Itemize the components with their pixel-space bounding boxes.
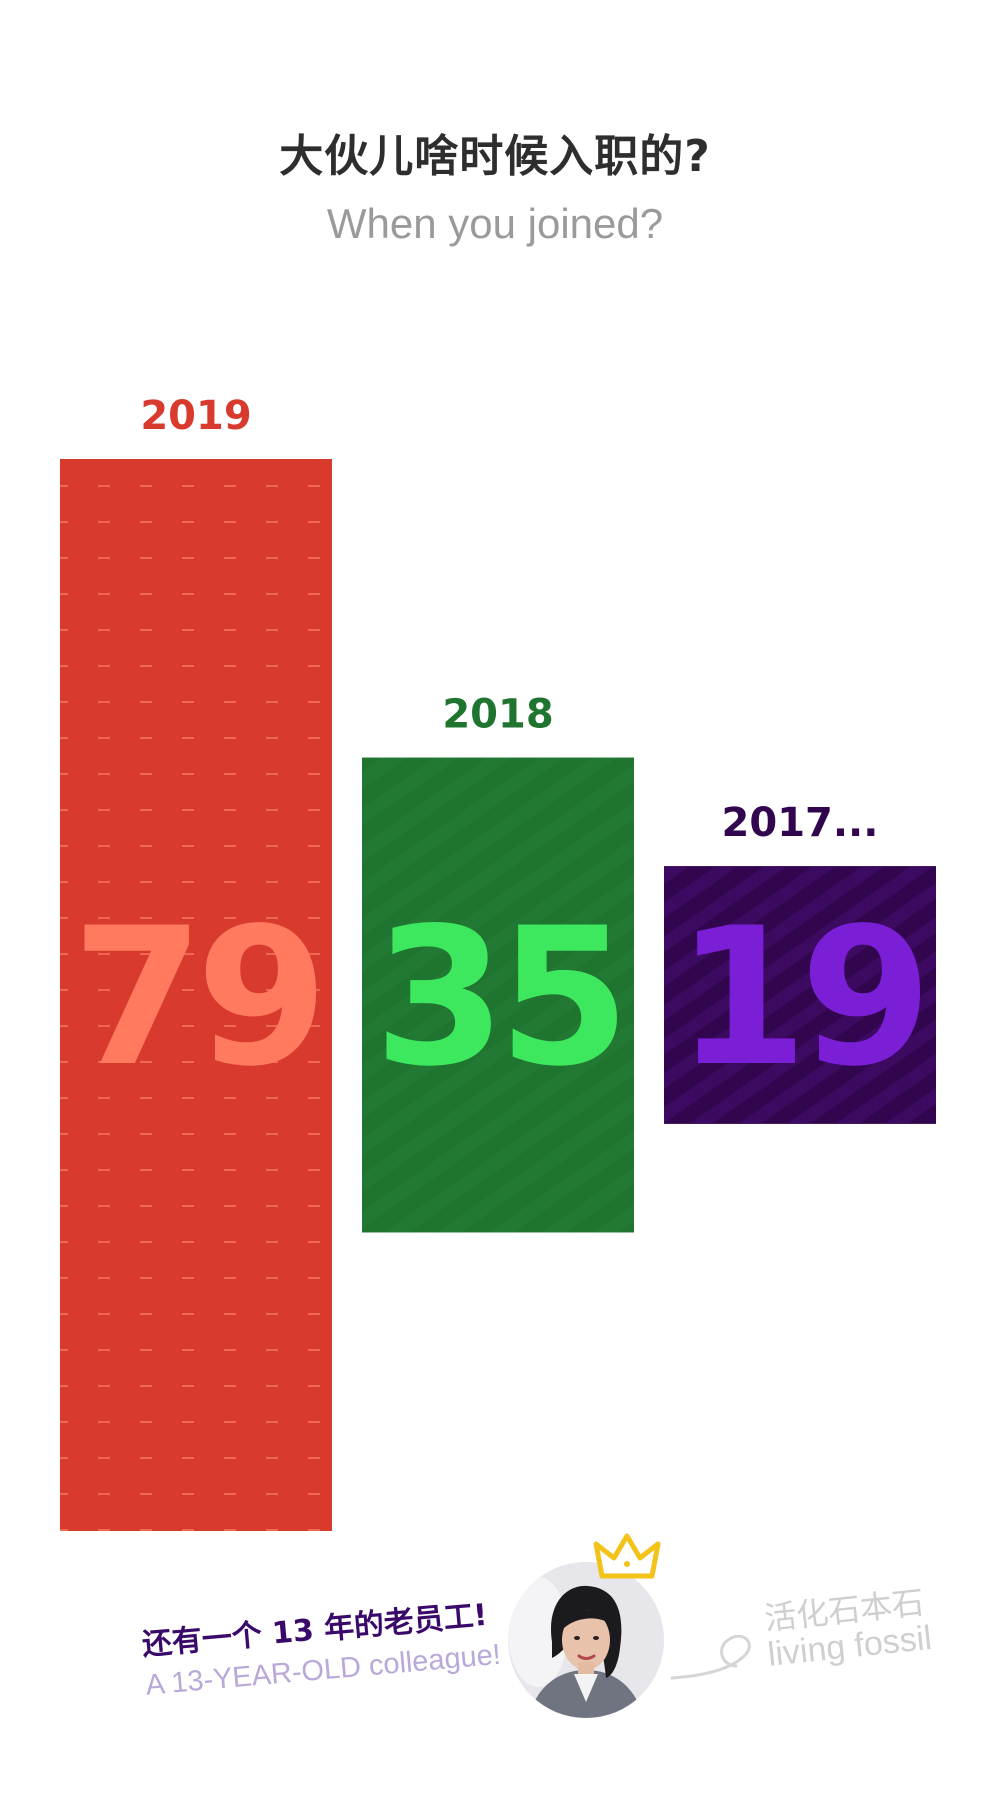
fossil-swirl-icon [670, 1634, 751, 1680]
category-label: 2018 [442, 692, 553, 738]
crown-icon [593, 1533, 661, 1579]
value-label: 35 [374, 887, 622, 1108]
category-label: 2019 [140, 393, 251, 439]
value-label: 79 [72, 887, 320, 1108]
avatar [508, 1562, 664, 1718]
value-label: 19 [676, 887, 924, 1108]
chart-title: 大伙儿啥时候入职的? [279, 131, 711, 182]
avatar-photo [508, 1562, 664, 1718]
bar-group-2019: 2019 79 [60, 393, 332, 1531]
bar-texture [60, 459, 332, 1531]
brand-watermark: 活化石本石 living fossil [670, 1580, 970, 1700]
bar-group-2017: 2017... 19 [664, 800, 936, 1124]
bar-group-2018: 2018 35 [362, 692, 634, 1233]
category-label: 2017... [722, 800, 879, 846]
bar-texture [664, 866, 936, 1124]
bars-layer: 2019 79 2018 35 2017... 19 [60, 393, 936, 1531]
bar-texture [362, 757, 634, 1233]
chart-subtitle: When you joined? [326, 200, 664, 247]
